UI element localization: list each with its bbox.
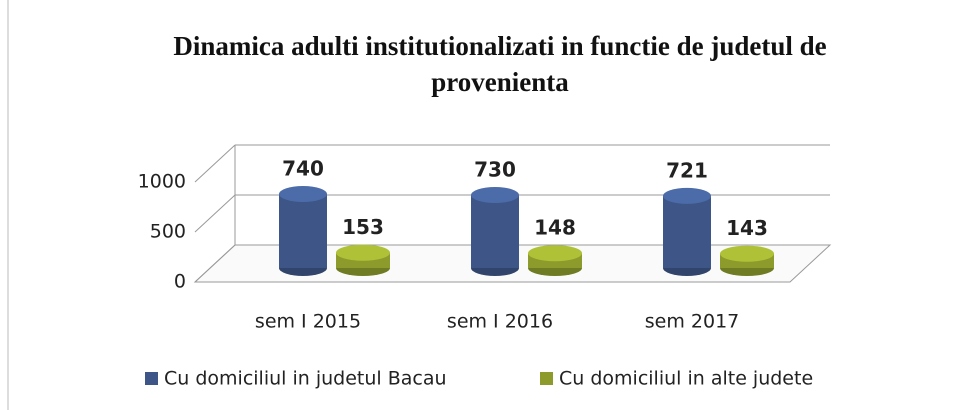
data-label: 740	[282, 157, 324, 181]
y-tick-label: 1000	[138, 171, 186, 193]
legend-label: Cu domiciliul in judetul Bacau	[164, 368, 447, 390]
y-tick-label: 0	[174, 271, 186, 293]
bar-top	[471, 187, 519, 203]
chart-title: Dinamica adulti institutionalizati in fu…	[173, 31, 827, 97]
bar-top	[720, 245, 774, 262]
bar	[279, 194, 327, 268]
grid-line	[194, 144, 236, 183]
data-label: 143	[726, 216, 768, 240]
bar	[663, 195, 711, 268]
legend-label: Cu domiciliul in alte judete	[559, 368, 813, 390]
x-tick-label: sem I 2016	[447, 311, 553, 333]
x-tick-label: sem I 2015	[255, 311, 361, 333]
data-label: 153	[342, 215, 384, 239]
y-tick-label: 500	[150, 221, 186, 243]
bar-top	[663, 187, 711, 204]
data-label: 730	[474, 158, 516, 182]
grid-line	[194, 244, 236, 283]
bar-top	[528, 245, 582, 262]
bar-top	[336, 244, 390, 261]
bar-top	[279, 186, 327, 202]
data-label: 721	[666, 158, 708, 182]
x-tick-label: sem 2017	[645, 311, 740, 333]
legend-swatch	[145, 372, 158, 385]
bar	[471, 195, 519, 268]
grid-line	[194, 194, 236, 233]
data-label: 148	[534, 216, 576, 240]
legend-swatch	[540, 372, 553, 385]
